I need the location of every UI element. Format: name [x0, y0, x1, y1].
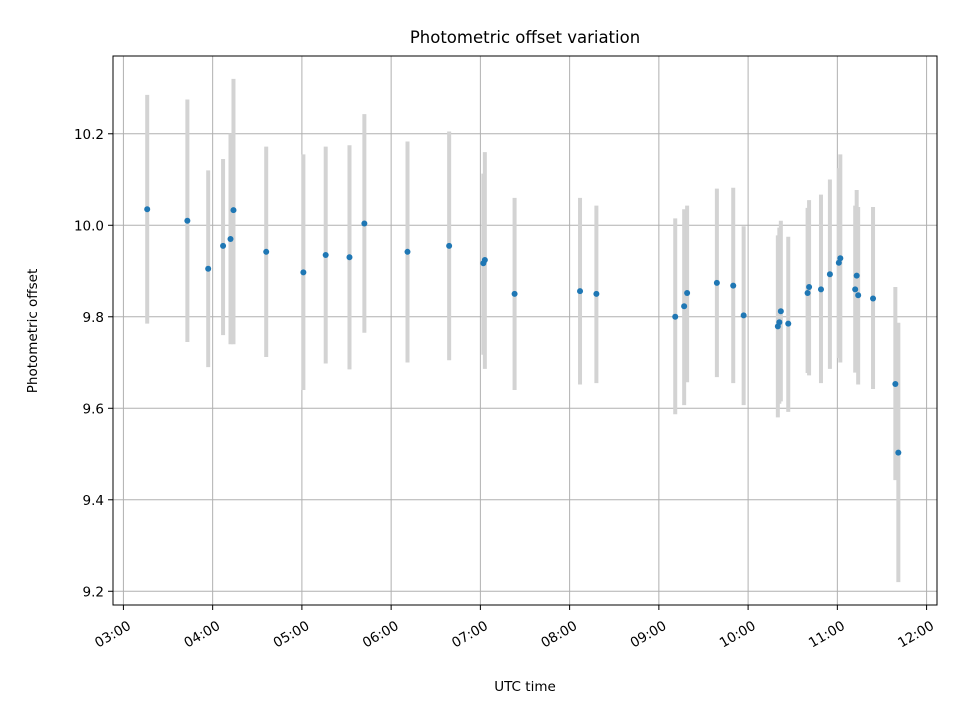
- data-point: [684, 289, 691, 296]
- data-point: [446, 242, 453, 249]
- data-point: [804, 289, 811, 296]
- data-point: [263, 248, 270, 255]
- chart-title: Photometric offset variation: [410, 28, 640, 47]
- data-point: [404, 248, 411, 255]
- data-point: [892, 381, 899, 388]
- y-axis-ticks: 9.2 9.4 9.6 9.8 10.0 10.2: [74, 127, 113, 600]
- data-point: [713, 279, 720, 286]
- data-point: [144, 206, 151, 213]
- data-point: [777, 308, 784, 315]
- data-point: [852, 286, 859, 293]
- y-tick-label: 9.8: [83, 310, 104, 326]
- data-point: [481, 257, 488, 264]
- data-point: [346, 254, 353, 261]
- data-point: [511, 290, 518, 297]
- data-point: [205, 265, 212, 272]
- data-point: [776, 319, 783, 326]
- y-axis-label: Photometric offset: [25, 269, 41, 393]
- data-point: [681, 303, 688, 310]
- data-point: [300, 269, 307, 276]
- y-tick-label: 10.2: [74, 127, 104, 143]
- data-point: [593, 290, 600, 297]
- data-point: [895, 449, 902, 456]
- grid: [113, 56, 937, 605]
- data-point: [870, 295, 877, 302]
- data-point: [826, 271, 833, 278]
- data-point: [806, 284, 813, 291]
- data-point: [227, 236, 234, 242]
- y-tick-label: 9.4: [83, 493, 104, 509]
- data-point: [230, 207, 237, 214]
- y-tick-label: 9.2: [83, 584, 104, 600]
- data-point: [837, 255, 844, 262]
- data-point: [361, 220, 368, 227]
- data-point: [577, 288, 584, 295]
- data-point: [672, 313, 679, 320]
- x-axis-label: UTC time: [494, 679, 556, 695]
- y-tick-label: 9.6: [83, 401, 104, 417]
- data-point: [740, 312, 747, 319]
- y-tick-label: 10.0: [74, 218, 104, 234]
- data-point: [835, 259, 842, 266]
- data-point: [853, 272, 860, 279]
- data-point: [730, 282, 737, 289]
- data-point: [817, 286, 824, 293]
- data-point: [322, 252, 329, 259]
- data-point: [184, 217, 191, 224]
- plot-frame: [112, 55, 938, 606]
- data-point: [855, 292, 862, 299]
- data-point: [785, 320, 792, 327]
- data-points: [144, 206, 902, 456]
- data-point: [220, 242, 227, 249]
